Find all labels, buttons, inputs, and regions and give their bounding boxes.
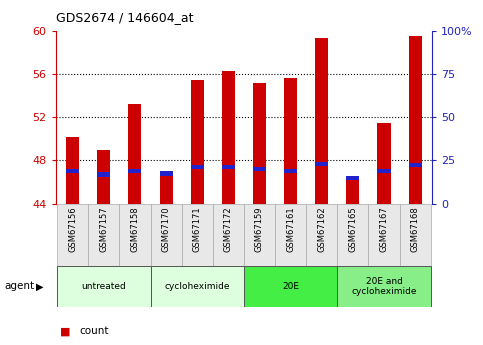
Text: 20E: 20E — [282, 282, 299, 291]
Bar — [275, 204, 306, 266]
Text: GSM67161: GSM67161 — [286, 207, 295, 252]
Text: ▶: ▶ — [36, 282, 44, 291]
Text: GSM67165: GSM67165 — [348, 207, 357, 252]
Bar — [57, 204, 88, 266]
Bar — [306, 204, 337, 266]
Text: GSM67171: GSM67171 — [193, 207, 202, 252]
Bar — [369, 204, 399, 266]
Text: ■: ■ — [60, 326, 71, 336]
Bar — [213, 204, 244, 266]
Bar — [119, 204, 151, 266]
Bar — [222, 71, 235, 204]
Text: GDS2674 / 146604_at: GDS2674 / 146604_at — [56, 11, 193, 24]
Text: GSM67156: GSM67156 — [68, 207, 77, 252]
Bar — [97, 172, 110, 177]
Bar — [253, 167, 266, 171]
Bar — [191, 165, 204, 169]
Bar — [409, 37, 422, 204]
Text: GSM67168: GSM67168 — [411, 207, 420, 253]
Bar — [409, 162, 422, 167]
Text: untreated: untreated — [82, 282, 126, 291]
Bar — [151, 204, 182, 266]
Bar — [66, 137, 79, 204]
Text: GSM67167: GSM67167 — [380, 207, 388, 253]
Text: cycloheximide: cycloheximide — [165, 282, 230, 291]
Text: agent: agent — [5, 282, 35, 291]
Bar — [378, 123, 391, 204]
Bar — [57, 266, 151, 307]
Bar — [97, 150, 110, 204]
Text: GSM67158: GSM67158 — [130, 207, 140, 252]
Bar — [151, 266, 244, 307]
Bar — [159, 171, 172, 176]
Bar — [244, 204, 275, 266]
Bar — [182, 204, 213, 266]
Bar — [346, 177, 359, 204]
Bar — [315, 38, 328, 204]
Bar — [66, 169, 79, 173]
Bar — [88, 204, 119, 266]
Bar — [159, 174, 172, 204]
Bar — [244, 266, 337, 307]
Text: GSM67159: GSM67159 — [255, 207, 264, 252]
Bar — [378, 169, 391, 173]
Text: GSM67162: GSM67162 — [317, 207, 326, 252]
Text: 20E and
cycloheximide: 20E and cycloheximide — [351, 277, 417, 296]
Bar — [128, 104, 142, 204]
Bar — [337, 204, 369, 266]
Bar — [253, 83, 266, 204]
Text: GSM67170: GSM67170 — [162, 207, 170, 252]
Bar — [315, 161, 328, 166]
Bar — [399, 204, 431, 266]
Bar — [284, 169, 297, 173]
Text: GSM67172: GSM67172 — [224, 207, 233, 252]
Text: count: count — [80, 326, 109, 336]
Bar — [346, 176, 359, 180]
Text: GSM67157: GSM67157 — [99, 207, 108, 252]
Bar — [128, 169, 142, 173]
Bar — [284, 78, 297, 204]
Bar — [222, 165, 235, 169]
Bar — [337, 266, 431, 307]
Bar — [191, 80, 204, 204]
